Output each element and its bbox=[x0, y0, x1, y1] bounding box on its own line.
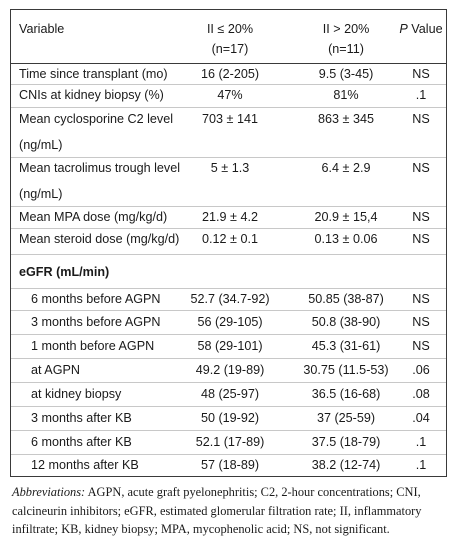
row-group2-value: 9.5 (3-45) bbox=[318, 67, 374, 81]
table-footnote: Abbreviations: AGPN, acute graft pyelone… bbox=[12, 483, 452, 539]
row-p-value: NS bbox=[412, 315, 430, 329]
row-group1-value: 21.9 ± 4.2 bbox=[202, 210, 258, 224]
header-group2-n: (n=11) bbox=[328, 42, 364, 56]
row-group1-value: 5 ± 1.3 bbox=[210, 161, 250, 175]
row-rule bbox=[11, 382, 446, 383]
header-variable: Variable bbox=[19, 22, 65, 36]
header-group1-n: (n=17) bbox=[211, 42, 249, 56]
row-label: 6 months before AGPN bbox=[31, 292, 161, 306]
row-label: at AGPN bbox=[31, 363, 80, 377]
row-label: 1 month before AGPN bbox=[31, 339, 155, 353]
row-rule bbox=[11, 107, 446, 108]
row-rule bbox=[11, 334, 446, 335]
row-group2-value: 6.4 ± 2.9 bbox=[321, 161, 371, 175]
header-rule bbox=[11, 63, 446, 64]
footnote-text: AGPN, acute graft pyelonephritis; C2, 2-… bbox=[12, 485, 422, 536]
row-label: CNIs at kidney biopsy (%) bbox=[19, 88, 164, 102]
row-label: 3 months before AGPN bbox=[31, 315, 161, 329]
row-rule bbox=[11, 358, 446, 359]
egfr-heading: eGFR (mL/min) bbox=[19, 265, 110, 279]
row-group2-value: 45.3 (31-61) bbox=[311, 339, 381, 353]
header-p-rest: Value bbox=[407, 22, 443, 36]
row-label: Mean MPA dose (mg/kg/d) bbox=[19, 210, 168, 224]
row-group2-value: 36.5 (16-68) bbox=[311, 387, 381, 401]
row-p-value: .1 bbox=[415, 88, 427, 102]
row-p-value: NS bbox=[412, 232, 430, 246]
row-rule bbox=[11, 406, 446, 407]
row-label-unit: (ng/mL) bbox=[19, 138, 63, 152]
row-group2-value: 81% bbox=[333, 88, 359, 102]
row-p-value: NS bbox=[412, 292, 430, 306]
row-p-value: .04 bbox=[412, 411, 430, 425]
row-label: Mean steroid dose (mg/kg/d) bbox=[19, 232, 180, 246]
row-label: 6 months after KB bbox=[31, 435, 132, 449]
row-group2-value: 37 (25-59) bbox=[316, 411, 376, 425]
row-rule bbox=[11, 288, 446, 289]
row-group2-value: 50.8 (38-90) bbox=[311, 315, 381, 329]
header-group1: II ≤ 20% bbox=[206, 22, 254, 36]
row-rule bbox=[11, 84, 446, 85]
row-p-value: .08 bbox=[412, 387, 430, 401]
row-rule bbox=[11, 206, 446, 207]
row-group1-value: 52.1 (17-89) bbox=[195, 435, 265, 449]
row-label: Time since transplant (mo) bbox=[19, 67, 168, 81]
row-group1-value: 0.12 ± 0.1 bbox=[202, 232, 258, 246]
footnote-heading: Abbreviations: bbox=[12, 485, 86, 499]
data-table: Variable II ≤ 20% II > 20% P Value (n=17… bbox=[10, 9, 447, 477]
row-group1-value: 58 (29-101) bbox=[197, 339, 263, 353]
row-rule bbox=[11, 454, 446, 455]
header-group2: II > 20% bbox=[322, 22, 370, 36]
row-label: 3 months after KB bbox=[31, 411, 132, 425]
row-label: Mean tacrolimus trough level bbox=[19, 161, 180, 175]
row-group1-value: 52.7 (34.7-92) bbox=[190, 292, 270, 306]
row-label: Mean cyclosporine C2 level bbox=[19, 112, 173, 126]
row-group1-value: 49.2 (19-89) bbox=[195, 363, 265, 377]
row-group1-value: 47% bbox=[217, 88, 243, 102]
header-p-value: P Value bbox=[395, 21, 447, 37]
row-group1-value: 56 (29-105) bbox=[197, 315, 263, 329]
row-group2-value: 38.2 (12-74) bbox=[311, 458, 381, 472]
row-group1-value: 57 (18-89) bbox=[200, 458, 260, 472]
row-group2-value: 0.13 ± 0.06 bbox=[314, 232, 378, 246]
row-rule bbox=[11, 430, 446, 431]
row-p-value: NS bbox=[412, 112, 430, 126]
row-p-value: .1 bbox=[415, 435, 427, 449]
row-rule bbox=[11, 228, 446, 229]
row-label-unit: (ng/mL) bbox=[19, 187, 63, 201]
row-group2-value: 20.9 ± 15,4 bbox=[314, 210, 378, 224]
row-group2-value: 30.75 (11.5-53) bbox=[303, 363, 389, 377]
row-p-value: .1 bbox=[415, 458, 427, 472]
row-p-value: NS bbox=[412, 339, 430, 353]
row-group1-value: 50 (19-92) bbox=[200, 411, 260, 425]
row-group1-value: 16 (2-205) bbox=[200, 67, 260, 81]
row-p-value: NS bbox=[412, 67, 430, 81]
row-rule bbox=[11, 310, 446, 311]
row-group2-value: 863 ± 345 bbox=[318, 112, 374, 126]
row-p-value: NS bbox=[412, 161, 430, 175]
row-group2-value: 50.85 (38-87) bbox=[308, 292, 384, 306]
row-group1-value: 703 ± 141 bbox=[202, 112, 258, 126]
row-rule bbox=[11, 157, 446, 158]
row-label: at kidney biopsy bbox=[31, 387, 122, 401]
header-p-italic: P bbox=[399, 22, 408, 36]
row-label: 12 months after KB bbox=[31, 458, 139, 472]
row-rule bbox=[11, 254, 446, 255]
row-group1-value: 48 (25-97) bbox=[200, 387, 260, 401]
row-p-value: .06 bbox=[412, 363, 430, 377]
row-group2-value: 37.5 (18-79) bbox=[311, 435, 381, 449]
row-p-value: NS bbox=[412, 210, 430, 224]
